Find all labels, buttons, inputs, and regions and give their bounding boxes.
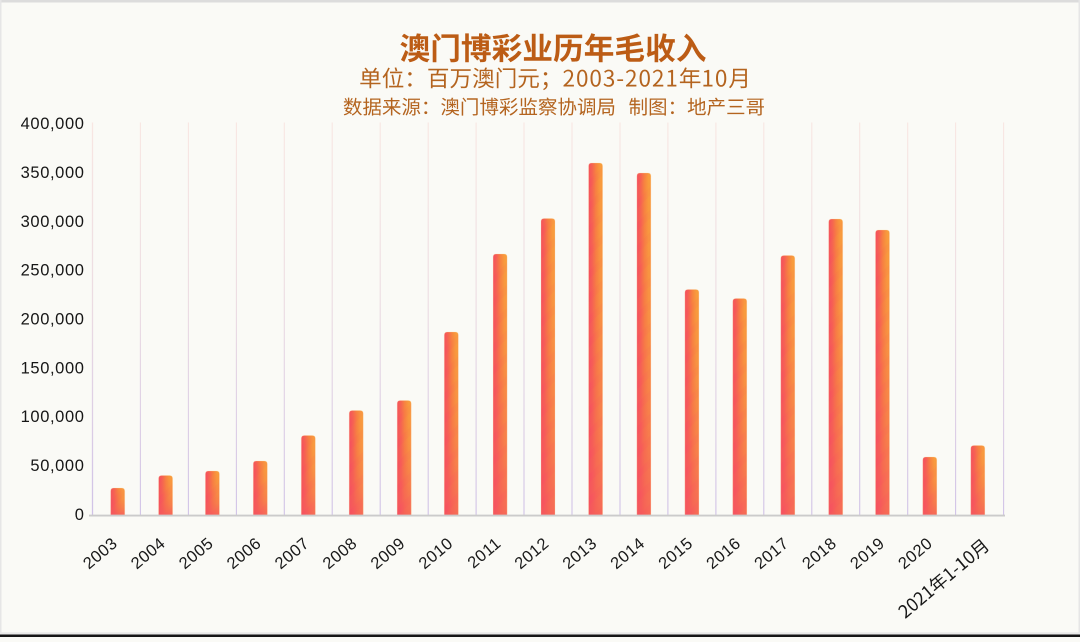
- svg-text:100,000: 100,000: [21, 408, 85, 426]
- svg-text:250,000: 250,000: [21, 262, 85, 280]
- svg-text:200,000: 200,000: [21, 311, 85, 329]
- svg-text:300,000: 300,000: [21, 213, 85, 231]
- svg-text:350,000: 350,000: [21, 164, 85, 182]
- svg-text:400,000: 400,000: [21, 115, 85, 133]
- svg-text:150,000: 150,000: [21, 359, 85, 377]
- svg-text:50,000: 50,000: [30, 457, 84, 475]
- svg-text:0: 0: [75, 506, 85, 524]
